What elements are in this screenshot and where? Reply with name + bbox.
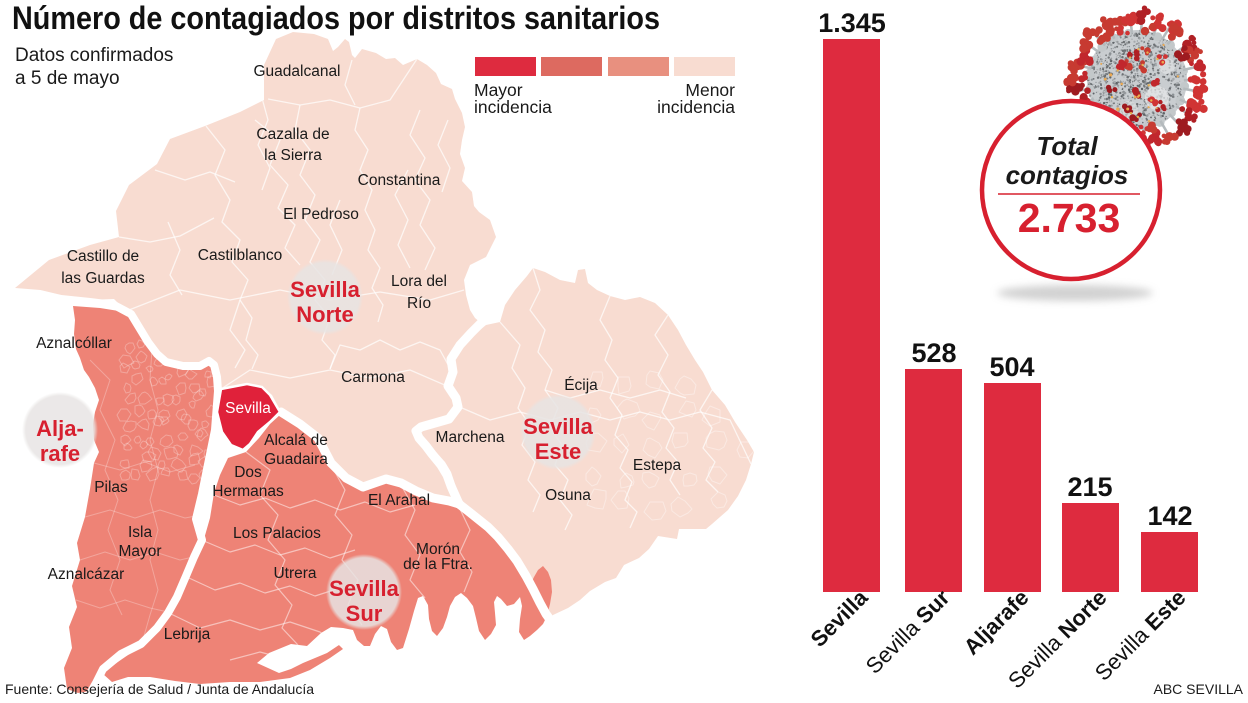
svg-text:Río: Río <box>407 295 431 312</box>
svg-text:Isla: Isla <box>128 524 153 541</box>
svg-text:Utrera: Utrera <box>273 565 316 582</box>
svg-text:Sevilla: Sevilla <box>806 584 874 652</box>
svg-text:de la Ftra.: de la Ftra. <box>403 556 473 573</box>
svg-text:Alja-rafe: Alja-rafe <box>36 416 84 466</box>
svg-text:Guadaira: Guadaira <box>264 451 328 468</box>
svg-text:incidencia: incidencia <box>657 97 735 117</box>
svg-text:Lora del: Lora del <box>391 273 447 290</box>
svg-text:528: 528 <box>911 338 956 368</box>
svg-text:Pilas: Pilas <box>94 479 128 496</box>
svg-text:Castillo de: Castillo de <box>67 248 139 265</box>
svg-text:Lebrija: Lebrija <box>164 626 211 643</box>
svg-text:142: 142 <box>1147 501 1192 531</box>
svg-text:ABC SEVILLA: ABC SEVILLA <box>1154 681 1244 697</box>
svg-text:Écija: Écija <box>564 377 598 394</box>
svg-text:Hermanas: Hermanas <box>212 483 284 500</box>
svg-text:Número de contagiados por dist: Número de contagiados por distritos sani… <box>12 0 660 36</box>
svg-text:1.345: 1.345 <box>818 8 886 38</box>
svg-text:Estepa: Estepa <box>633 457 682 474</box>
svg-text:Carmona: Carmona <box>341 369 405 386</box>
svg-text:Aljarafe: Aljarafe <box>959 585 1034 660</box>
svg-text:Alcalá de: Alcalá de <box>264 432 328 449</box>
svg-text:Cazalla de: Cazalla de <box>256 126 329 143</box>
svg-text:Mayor: Mayor <box>118 543 161 560</box>
svg-text:Dos: Dos <box>234 464 262 481</box>
svg-text:2.733: 2.733 <box>1018 195 1121 241</box>
svg-text:Castilblanco: Castilblanco <box>198 247 282 264</box>
svg-text:Aznalcázar: Aznalcázar <box>48 566 125 583</box>
svg-text:El Arahal: El Arahal <box>368 492 430 509</box>
svg-text:Aznalcóllar: Aznalcóllar <box>36 335 112 352</box>
svg-text:Fuente: Consejería de Salud /: Fuente: Consejería de Salud / Junta de A… <box>5 681 314 697</box>
svg-text:las Guardas: las Guardas <box>61 270 145 287</box>
svg-text:Osuna: Osuna <box>545 487 591 504</box>
svg-text:504: 504 <box>989 352 1034 382</box>
svg-text:Total: Total <box>1036 131 1098 161</box>
svg-text:Marchena: Marchena <box>436 429 505 446</box>
svg-text:la Sierra: la Sierra <box>264 147 322 164</box>
svg-text:a 5 de mayo: a 5 de mayo <box>15 68 120 89</box>
svg-text:incidencia: incidencia <box>474 97 552 117</box>
svg-text:Constantina: Constantina <box>358 172 441 189</box>
svg-text:Datos confirmados: Datos confirmados <box>15 45 173 66</box>
svg-text:Guadalcanal: Guadalcanal <box>253 63 340 80</box>
svg-text:Los Palacios: Los Palacios <box>233 525 321 542</box>
svg-text:Sevilla: Sevilla <box>225 400 271 417</box>
svg-text:contagios: contagios <box>1006 160 1129 190</box>
svg-text:El Pedroso: El Pedroso <box>283 206 359 223</box>
svg-text:Sevilla Sur: Sevilla Sur <box>861 585 955 679</box>
svg-text:215: 215 <box>1067 472 1112 502</box>
